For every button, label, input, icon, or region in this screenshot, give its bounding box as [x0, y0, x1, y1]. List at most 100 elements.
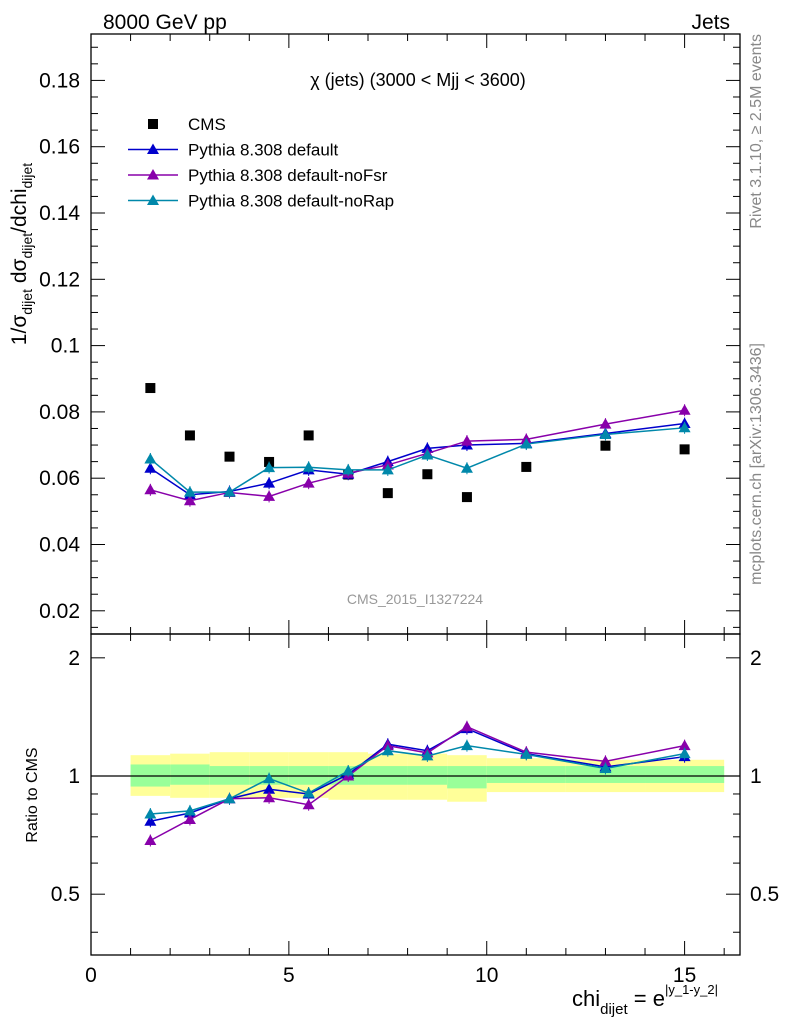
series-line-noFsr — [150, 409, 685, 502]
point-noFsr — [183, 494, 196, 506]
ratio-y-tick-label: 2 — [68, 647, 80, 670]
cms-point — [521, 461, 532, 472]
analysis-watermark: CMS_2015_I1327224 — [347, 591, 483, 607]
point-noRap — [183, 486, 196, 497]
y-tick-label: 0.04 — [39, 533, 80, 556]
y-tick-label: 0.08 — [39, 401, 80, 424]
rivet-label: Rivet 3.1.10, ≥ 2.5M events — [748, 34, 765, 229]
cms-point — [184, 430, 195, 441]
header-left: 8000 GeV pp — [103, 11, 227, 34]
point-default — [263, 477, 276, 488]
y-tick-label: 0.16 — [39, 136, 80, 159]
point-noFsr — [144, 483, 157, 495]
ratio-band-inner — [486, 766, 566, 783]
ratio-point-noRap — [421, 749, 434, 761]
main-panel: 0.02 0.04 0.06 0.08 0.1 0.12 0.14 0.16 0.18 — [39, 33, 741, 635]
ratio-point-noRap — [342, 764, 355, 776]
ratio-point-noRap — [520, 748, 533, 759]
point-noRap — [520, 438, 533, 449]
ratio-point-noRap — [678, 747, 691, 759]
x-tick-label: 5 — [283, 964, 295, 987]
point-default — [144, 462, 157, 473]
point-noRap — [144, 452, 157, 464]
plot-title: χ (jets) (3000 < Mjj < 3600) — [310, 70, 526, 90]
ratio-point-noRap — [599, 762, 612, 774]
legend-marker-noFsr — [147, 169, 159, 180]
point-noFsr — [263, 490, 276, 501]
xlabel: chidijet = e|y_1-y_2| — [572, 982, 718, 1018]
ratio-band-inner — [447, 766, 487, 789]
legend-label-cms: CMS — [188, 115, 226, 134]
point-noRap — [678, 421, 691, 433]
ratio-panel: 0 5 10 15 0.5 0.5 1 1 2 2 — [51, 633, 779, 987]
y-tick-label: 0.12 — [39, 268, 80, 291]
y-tick-label: 0.18 — [39, 69, 80, 92]
legend-label-noRap: Pythia 8.308 default-noRap — [188, 192, 394, 211]
ratio-band-inner — [170, 764, 210, 785]
ratio-ylabel: Ratio to CMS — [24, 747, 41, 842]
y-tick-label: 0.1 — [51, 335, 80, 358]
ratio-point-noRap — [183, 804, 196, 816]
ratio-point-noRap — [223, 792, 236, 804]
point-noRap — [599, 428, 612, 439]
cms-point — [382, 488, 393, 499]
cms-point — [224, 451, 235, 462]
ratio-band-inner — [645, 766, 725, 783]
ratio-point-noFsr — [183, 813, 196, 824]
ratio-point-noFsr — [144, 834, 157, 846]
legend-marker-cms — [148, 119, 158, 129]
ratio-y-tick-label-right: 2 — [750, 647, 762, 670]
point-noRap — [381, 463, 394, 475]
main-ylabel: 1/σdijet dσdijet/dchidijet — [8, 163, 35, 345]
ratio-point-noFsr — [460, 720, 473, 732]
ratio-point-noFsr — [263, 791, 276, 803]
cms-point — [422, 469, 433, 480]
ratio-point-noRap — [381, 744, 394, 756]
point-noFsr — [678, 404, 691, 415]
cms-point — [303, 430, 314, 441]
point-noRap — [460, 462, 473, 473]
ratio-y-tick-label: 0.5 — [51, 883, 80, 906]
ratio-frame — [90, 633, 741, 956]
ratio-point-noRap — [144, 808, 157, 819]
ratio-point-default — [144, 815, 157, 826]
header-right: Jets — [691, 11, 730, 34]
ratio-point-noRap — [263, 772, 276, 784]
x-tick-label: 0 — [85, 964, 97, 987]
legend-label-default: Pythia 8.308 default — [188, 141, 339, 160]
ratio-point-noFsr — [302, 798, 315, 810]
cms-point — [461, 492, 472, 503]
legend: CMS Pythia 8.308 default Pythia 8.308 defa… — [128, 115, 394, 211]
legend-label-noFsr: Pythia 8.308 default-noFsr — [188, 166, 388, 185]
y-tick-label: 0.14 — [39, 202, 80, 225]
ratio-line-noRap — [150, 744, 685, 815]
point-noFsr — [460, 435, 473, 446]
legend-marker-noRap — [147, 194, 159, 205]
x-tick-label: 15 — [673, 964, 696, 987]
point-noFsr — [599, 418, 612, 429]
svg-text:1/σdijet dσdijet/dchidijet: 1/σdijet dσdijet/dchidijet — [8, 163, 35, 345]
point-noRap — [421, 448, 434, 460]
ratio-y-tick-label: 1 — [68, 765, 80, 788]
plot-title-group: χ (jets) (3000 < Mjj < 3600) — [310, 70, 526, 90]
cms-point — [600, 440, 611, 451]
point-noRap — [223, 486, 236, 497]
point-noRap — [263, 461, 276, 473]
point-noRap — [342, 463, 355, 475]
point-noRap — [302, 461, 315, 472]
y-tick-label: 0.02 — [39, 600, 80, 623]
ratio-point-noFsr — [599, 755, 612, 766]
ratio-point-default — [263, 783, 276, 794]
mcplots-label: mcplots.cern.ch [arXiv:1306.3436] — [748, 343, 765, 585]
ratio-point-noFsr — [678, 739, 691, 751]
point-noFsr — [302, 477, 315, 488]
ratio-point-noRap — [302, 787, 315, 798]
svg-text:chidijet = e|y_1-y_2|: chidijet = e|y_1-y_2| — [572, 982, 718, 1018]
ratio-y-tick-label-right: 1 — [750, 765, 762, 788]
ratio-y-tick-label-right: 0.5 — [750, 883, 779, 906]
ratio-point-noRap — [460, 739, 473, 751]
series-line-noRap — [149, 427, 685, 493]
legend-marker-default — [147, 143, 159, 154]
x-tick-label: 10 — [475, 964, 498, 987]
